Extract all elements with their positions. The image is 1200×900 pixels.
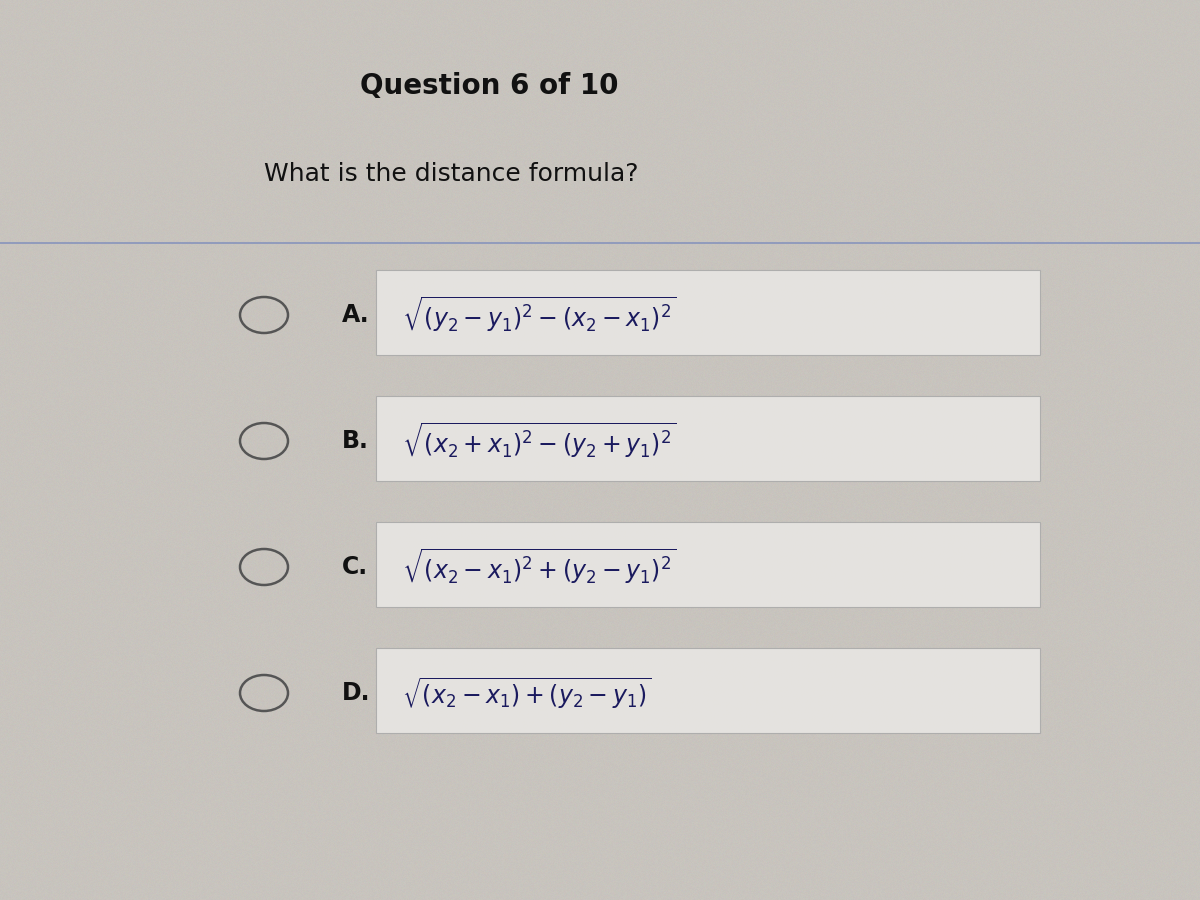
FancyBboxPatch shape: [376, 648, 1040, 733]
Text: $\sqrt{(x_2-x_1)^2+(y_2-y_1)^2}$: $\sqrt{(x_2-x_1)^2+(y_2-y_1)^2}$: [402, 547, 677, 587]
Text: Question 6 of 10: Question 6 of 10: [360, 72, 618, 100]
FancyBboxPatch shape: [376, 396, 1040, 481]
Text: D.: D.: [342, 681, 371, 705]
Text: $\sqrt{(x_2+x_1)^2-(y_2+y_1)^2}$: $\sqrt{(x_2+x_1)^2-(y_2+y_1)^2}$: [402, 421, 677, 461]
Text: C.: C.: [342, 555, 368, 579]
FancyBboxPatch shape: [376, 270, 1040, 355]
Text: $\sqrt{(y_2-y_1)^2-(x_2-x_1)^2}$: $\sqrt{(y_2-y_1)^2-(x_2-x_1)^2}$: [402, 295, 677, 335]
Text: $\sqrt{(x_2-x_1)+(y_2-y_1)}$: $\sqrt{(x_2-x_1)+(y_2-y_1)}$: [402, 675, 652, 711]
Text: B.: B.: [342, 429, 368, 453]
Text: What is the distance formula?: What is the distance formula?: [264, 162, 638, 186]
FancyBboxPatch shape: [376, 522, 1040, 607]
Text: A.: A.: [342, 303, 370, 327]
